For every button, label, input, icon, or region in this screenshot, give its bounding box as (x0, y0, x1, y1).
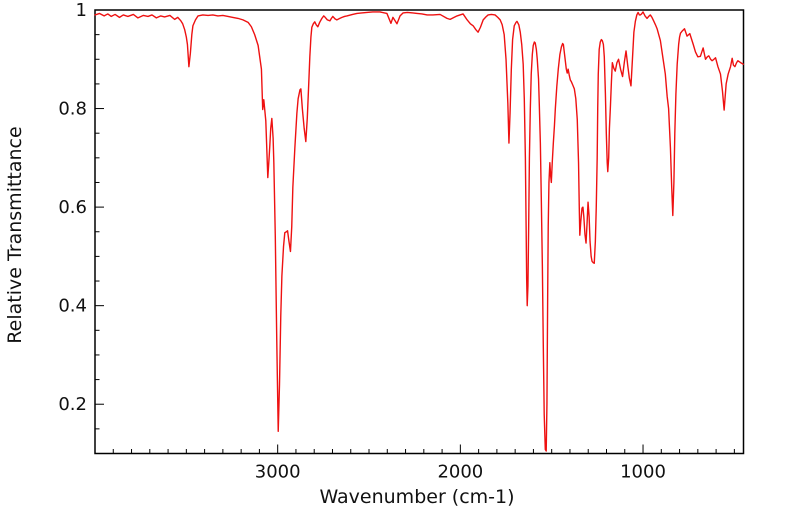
spectrum-curve (94, 11, 745, 452)
y-axis-tick-label: 0.2 (58, 394, 87, 415)
y-axis-tick-label: 0.6 (58, 197, 87, 218)
axis-tick-labels: 3000 2000 1000 1 0.8 0.6 0.4 0.2 (58, 0, 666, 483)
y-axis-tick-label: 0.4 (58, 296, 87, 317)
x-axis-title: Wavenumber (cm-1) (319, 486, 514, 508)
x-axis-tick-label: 3000 (255, 462, 301, 483)
y-axis-title: Relative Transmittance (4, 126, 26, 343)
plot-border (94, 9, 745, 455)
y-axis-tick-label: 1 (76, 0, 87, 21)
x-axis-tick-label: 1000 (620, 462, 666, 483)
x-axis-tick-label: 2000 (437, 462, 483, 483)
axis-ticks (95, 9, 735, 454)
y-axis-tick-label: 0.8 (58, 99, 87, 120)
